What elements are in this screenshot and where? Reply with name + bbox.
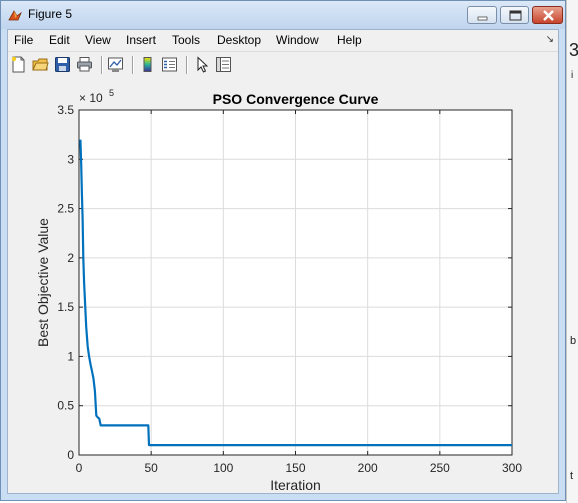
x-tick-label: 100 xyxy=(213,461,233,475)
menu-help[interactable]: Help xyxy=(337,33,362,47)
x-tick-label: 150 xyxy=(285,461,305,475)
open-file-icon[interactable] xyxy=(32,56,49,73)
x-axis-label: Iteration xyxy=(270,477,321,493)
x-tick-label: 250 xyxy=(430,461,450,475)
close-button[interactable] xyxy=(532,6,563,24)
background-mark: b xyxy=(570,335,577,347)
x-tick-label: 0 xyxy=(76,461,83,475)
menu-bar: File Edit View Insert Tools Desktop Wind… xyxy=(8,30,558,50)
maximize-icon xyxy=(509,10,522,21)
y-tick-label: 0.5 xyxy=(57,399,74,413)
close-icon xyxy=(543,10,554,21)
chart-title: PSO Convergence Curve xyxy=(213,91,379,107)
legend-icon[interactable] xyxy=(161,56,178,73)
y-axis-label: Best Objective Value xyxy=(35,218,51,347)
toolbar-separator xyxy=(186,56,188,74)
y-tick-label: 2.5 xyxy=(57,202,74,216)
convergence-line[interactable] xyxy=(79,139,512,447)
y-tick-label: 2 xyxy=(67,251,74,265)
background-mark: i xyxy=(571,70,574,81)
y-tick-label: 1.5 xyxy=(57,300,74,314)
x-tick-label: 50 xyxy=(144,461,158,475)
menu-view[interactable]: View xyxy=(85,33,111,47)
menu-tools[interactable]: Tools xyxy=(172,33,201,47)
menu-window[interactable]: Window xyxy=(276,33,319,47)
toolbar-separator xyxy=(132,56,134,74)
link-plot-icon[interactable] xyxy=(107,56,124,73)
figure-toolbar xyxy=(8,51,558,79)
window-title: Figure 5 xyxy=(28,7,73,21)
property-editor-icon[interactable] xyxy=(215,56,232,73)
y-tick-label: 1 xyxy=(67,349,74,363)
background-mark: t xyxy=(570,470,574,482)
background-window-edge: 3 i b t xyxy=(566,0,578,503)
new-figure-icon[interactable] xyxy=(10,56,27,73)
matlab-figure-icon xyxy=(8,10,22,21)
y-tick-label: 0 xyxy=(67,448,74,462)
minimize-icon xyxy=(477,16,488,21)
colorbar-icon[interactable] xyxy=(139,56,156,73)
figure-canvas: 0 50 100 150 200 250 300 0 0.5 1 1.5 2 2.5 3 3.5 × 10 5 P… xyxy=(8,78,558,493)
maximize-button[interactable] xyxy=(500,6,529,24)
y-tick-label: 3 xyxy=(67,152,74,166)
menu-desktop[interactable]: Desktop xyxy=(217,33,262,47)
title-bar[interactable]: Figure 5 xyxy=(1,1,565,29)
minimize-button[interactable] xyxy=(467,6,497,24)
dock-arrow-icon[interactable]: ↘ xyxy=(545,34,554,45)
figure-window: Figure 5 File Edit View Insert Tools Des… xyxy=(0,0,566,501)
y-exponent-label: × 10 xyxy=(79,91,103,105)
pointer-icon[interactable] xyxy=(194,56,211,73)
figure-client-area: File Edit View Insert Tools Desktop Wind… xyxy=(7,29,559,494)
y-exponent-power: 5 xyxy=(109,88,114,98)
y-tick-label: 3.5 xyxy=(57,103,74,117)
print-icon[interactable] xyxy=(76,56,93,73)
background-mark: 3 xyxy=(569,40,578,60)
menu-file[interactable]: File xyxy=(14,33,34,47)
x-tick-label: 200 xyxy=(358,461,378,475)
x-tick-label: 300 xyxy=(502,461,522,475)
menu-insert[interactable]: Insert xyxy=(126,33,157,47)
convergence-plot: 0 50 100 150 200 250 300 0 0.5 1 1.5 2 2.5 3 3.5 × 10 5 P… xyxy=(35,88,522,493)
menu-edit[interactable]: Edit xyxy=(49,33,70,47)
toolbar-separator xyxy=(101,56,103,74)
save-icon[interactable] xyxy=(54,56,71,73)
